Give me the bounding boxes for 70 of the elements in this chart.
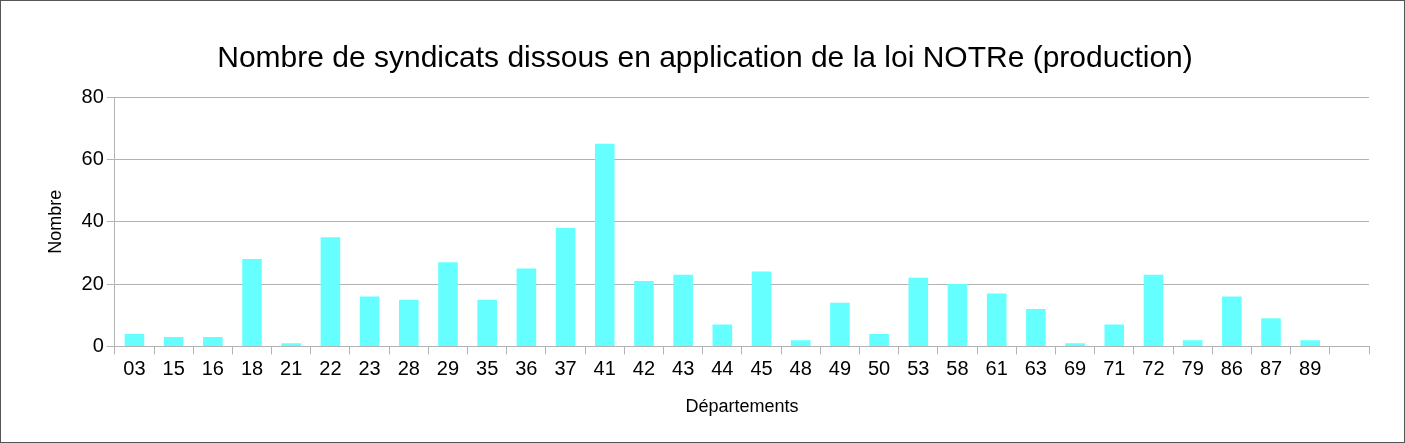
x-tick-label: 72 [1142, 356, 1165, 379]
x-tick-label: 53 [907, 356, 930, 379]
x-tick-label: 49 [828, 356, 852, 379]
x-tick-label: 23 [358, 356, 381, 379]
x-axis-title: Départements [685, 396, 799, 417]
bar [203, 337, 223, 346]
bar [242, 259, 262, 346]
bar [1065, 343, 1085, 346]
bar [516, 268, 537, 346]
bar [1300, 340, 1321, 346]
bar [908, 277, 929, 346]
x-tick-label: 87 [1259, 356, 1283, 379]
bar [1261, 318, 1281, 346]
bar [986, 293, 1007, 346]
bar [438, 262, 458, 346]
bar [555, 227, 576, 346]
x-tick-label: 21 [280, 356, 303, 379]
bar [1143, 274, 1164, 346]
bar [1026, 308, 1046, 346]
x-tick-label: 61 [985, 356, 1008, 379]
bar [320, 237, 341, 346]
x-tick-label: 22 [319, 356, 342, 379]
bar [1222, 296, 1242, 346]
bar [751, 271, 772, 346]
bar [1104, 324, 1125, 346]
bar [634, 280, 654, 346]
bar [830, 302, 850, 346]
x-tick-label: 79 [1181, 356, 1204, 379]
x-tick-label: 63 [1024, 356, 1047, 379]
bar [398, 299, 419, 346]
y-axis-title: Nombre [44, 189, 65, 254]
x-tick-label: 15 [162, 356, 185, 379]
bar [869, 333, 889, 346]
bar [124, 333, 145, 346]
y-tick-label: 80 [81, 84, 104, 107]
x-tick-label: 48 [789, 356, 812, 379]
y-tick-label: 60 [81, 146, 104, 169]
bar [1182, 340, 1203, 346]
bar [163, 337, 184, 346]
x-tick-label: 42 [632, 356, 656, 379]
x-tick-label: 18 [240, 356, 264, 379]
y-tick-label: 40 [81, 209, 104, 232]
x-tick-label: 41 [593, 356, 616, 379]
bar [477, 299, 497, 346]
bar [673, 274, 693, 346]
x-tick-label: 69 [1063, 356, 1087, 379]
bar [947, 284, 968, 346]
x-tick-label: 44 [711, 356, 734, 379]
x-tick-label: 45 [750, 356, 773, 379]
x-tick-label: 43 [672, 356, 695, 379]
x-tick-label: 16 [201, 356, 224, 379]
x-tick-label: 50 [867, 356, 891, 379]
chart-title: Nombre de syndicats dissous en application de la loi NOTRe (production) [217, 40, 1193, 74]
x-tick-label: 58 [946, 356, 969, 379]
bar [281, 343, 302, 346]
x-tick-label: 86 [1220, 356, 1243, 379]
bar [712, 324, 733, 346]
x-tick-label: 35 [476, 356, 499, 379]
x-tick-label: 03 [123, 356, 146, 379]
x-tick-label: 29 [436, 356, 460, 379]
x-tick-label: 36 [515, 356, 538, 379]
y-tick-label: 20 [81, 271, 104, 294]
bar [359, 296, 380, 346]
y-tick-label: 0 [92, 333, 104, 356]
bar [790, 340, 811, 346]
bar [594, 143, 615, 346]
x-tick-label: 37 [554, 356, 577, 379]
x-tick-label: 71 [1103, 356, 1126, 379]
x-tick-label: 28 [397, 356, 420, 379]
x-tick-label: 89 [1299, 356, 1322, 379]
